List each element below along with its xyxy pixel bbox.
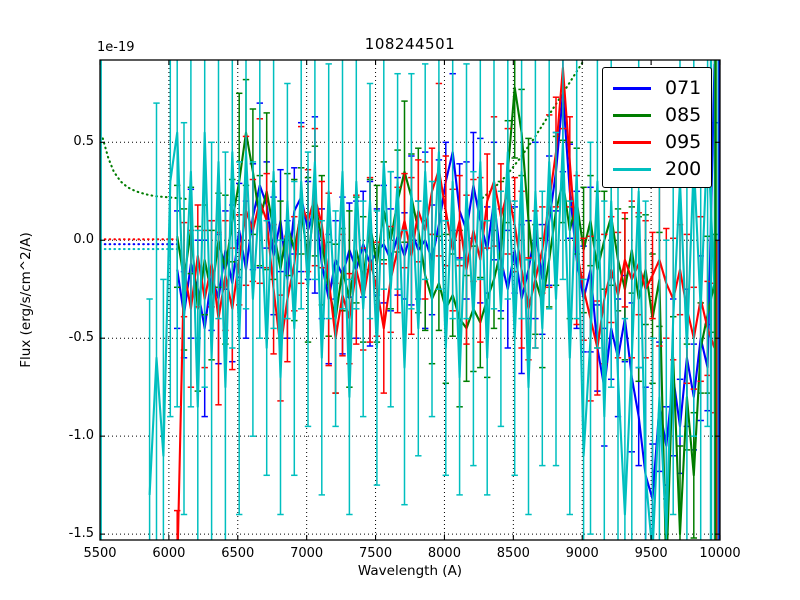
- legend-label-085: 085: [665, 104, 702, 126]
- y-tick-label--0.5: -0.5: [68, 330, 94, 346]
- x-tick-label-8500: 8500: [496, 546, 530, 561]
- legend: 071 085 095 200: [602, 67, 712, 188]
- legend-item-085: 085: [603, 102, 711, 129]
- y-tick-label--1.0: -1.0: [68, 428, 94, 444]
- legend-label-071: 071: [665, 77, 702, 99]
- chart-title: 108244501: [364, 35, 456, 53]
- y-tick-label-0.5: 0.5: [73, 134, 94, 150]
- x-tick-label-7500: 7500: [359, 546, 393, 561]
- y-axis-label: Flux (erg/s/cm^2/A): [18, 232, 34, 368]
- y-tick-label-0.0: 0.0: [73, 232, 94, 248]
- y-tick-label--1.5: -1.5: [68, 526, 94, 542]
- legend-item-071: 071: [603, 75, 711, 102]
- y-offset-label: 1e-19: [97, 40, 135, 55]
- x-tick-label-6500: 6500: [221, 546, 255, 561]
- legend-item-200: 200: [603, 156, 711, 183]
- legend-swatch-071: [613, 87, 651, 90]
- legend-swatch-085: [613, 114, 651, 117]
- x-tick-label-9000: 9000: [565, 546, 599, 561]
- legend-swatch-200: [613, 168, 651, 171]
- x-axis-label: Wavelength (A): [357, 563, 463, 579]
- x-tick-label-6000: 6000: [152, 546, 186, 561]
- x-tick-label-10000: 10000: [699, 546, 741, 561]
- x-tick-label-8000: 8000: [427, 546, 461, 561]
- legend-label-200: 200: [665, 158, 702, 180]
- legend-label-095: 095: [665, 131, 702, 153]
- x-tick-label-7000: 7000: [290, 546, 324, 561]
- legend-item-095: 095: [603, 129, 711, 156]
- x-tick-label-9500: 9500: [634, 546, 668, 561]
- x-tick-label-5500: 5500: [83, 546, 117, 561]
- legend-swatch-095: [613, 141, 651, 144]
